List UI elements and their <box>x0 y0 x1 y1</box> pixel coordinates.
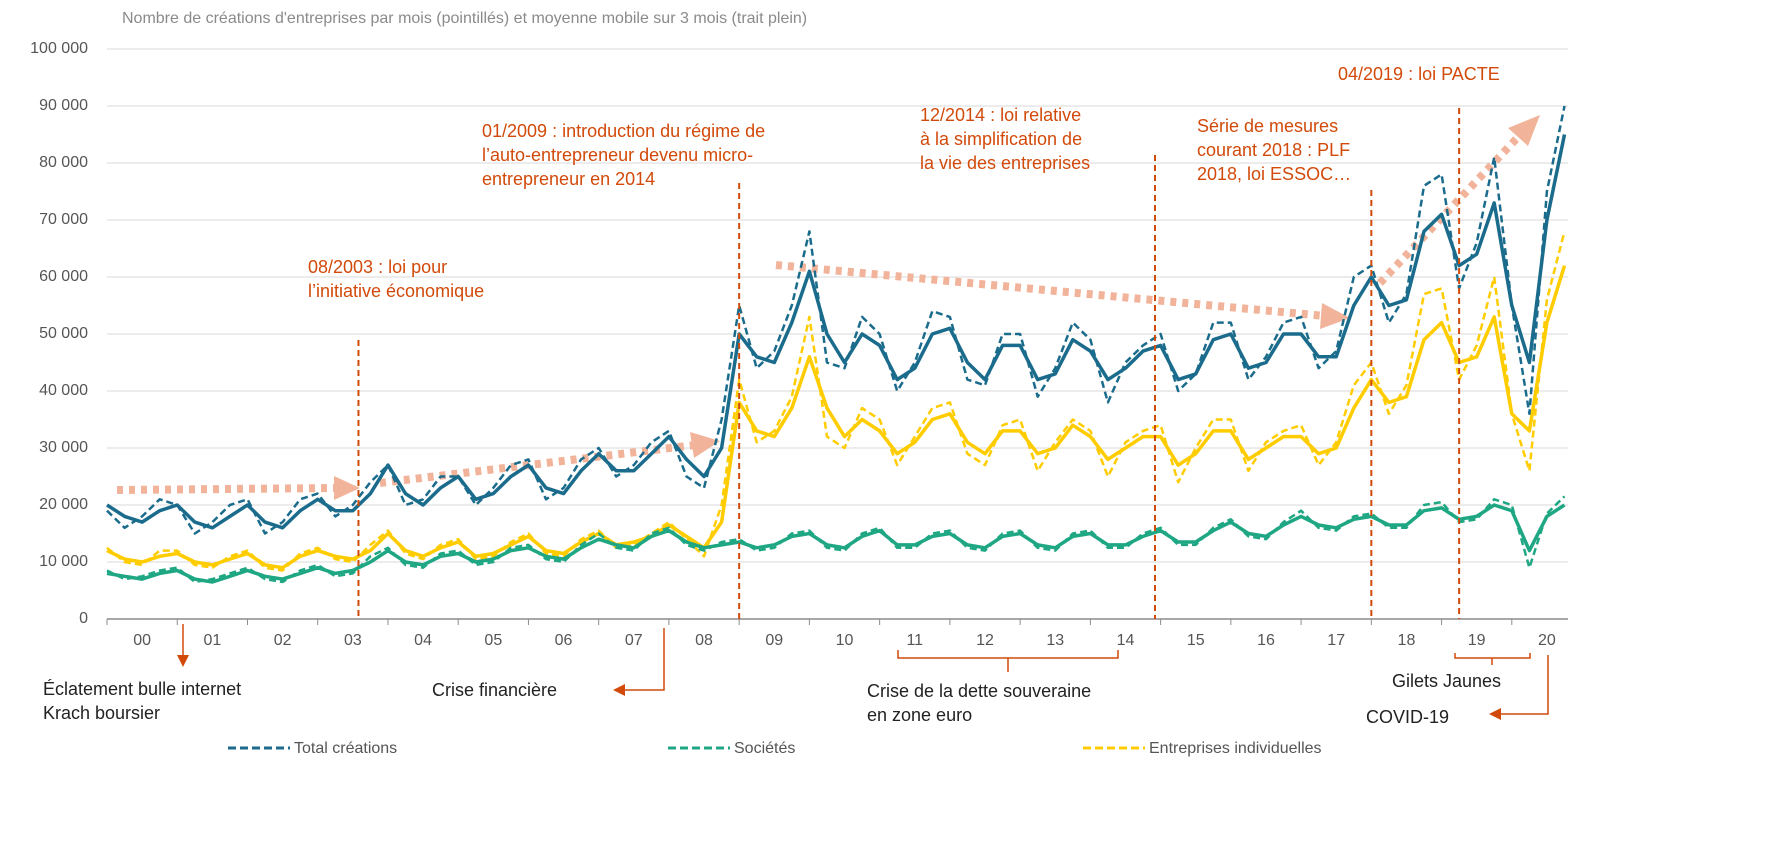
trend-arrows <box>116 115 1540 500</box>
legend-label: Entreprises individuelles <box>1149 740 1322 757</box>
event-label: l’initiative économique <box>308 281 484 301</box>
trend-head <box>1508 115 1540 146</box>
event-label: entrepreneur en 2014 <box>482 169 655 189</box>
grid: 0 10 000 20 000 30 000 40 000 50 000 60 000 70 … <box>30 40 1568 649</box>
x-tick-label: 08 <box>695 632 713 649</box>
x-tick-label: 02 <box>274 632 292 649</box>
x-tick-label: 11 <box>906 632 923 649</box>
series-monthly-line <box>106 105 1566 535</box>
bracket <box>1454 653 1531 665</box>
x-tick-label: 14 <box>1117 632 1135 649</box>
event-label: l’auto-entrepreneur devenu micro- <box>482 145 753 165</box>
x-tick-label: 12 <box>976 632 994 649</box>
trend-head <box>1320 303 1350 329</box>
x-tick-label: 09 <box>765 632 783 649</box>
event-label: la vie des entreprises <box>920 153 1090 173</box>
x-tick-label: 15 <box>1187 632 1205 649</box>
event-label: 2018, loi ESSOC… <box>1197 164 1351 184</box>
trend-line <box>775 261 1326 320</box>
period-label: Krach boursier <box>43 703 160 723</box>
y-tick-label: 10 000 <box>39 553 88 570</box>
x-tick-label: 03 <box>344 632 362 649</box>
y-tick-label: 20 000 <box>39 496 88 513</box>
y-tick-label: 40 000 <box>39 382 88 399</box>
event-label: 12/2014 : loi relative <box>920 105 1081 125</box>
x-tick-label: 19 <box>1468 632 1486 649</box>
series <box>106 105 1567 584</box>
x-tick-label: 10 <box>836 632 854 649</box>
x-tick-label: 16 <box>1257 632 1275 649</box>
period-label: Crise de la dette souveraine <box>867 681 1091 701</box>
arrow <box>613 628 665 696</box>
period-label: en zone euro <box>867 705 972 725</box>
y-tick-label: 0 <box>79 610 88 627</box>
y-tick-label: 90 000 <box>39 97 88 114</box>
trend-line <box>1377 132 1523 286</box>
series-monthly-line <box>106 231 1566 572</box>
y-tick-label: 70 000 <box>39 211 88 228</box>
event-label: 01/2009 : introduction du régime de <box>482 121 765 141</box>
series-average-line <box>106 134 1567 530</box>
x-tick-label: 18 <box>1398 632 1416 649</box>
legend-label: Total créations <box>294 740 397 757</box>
x-tick-label: 04 <box>414 632 432 649</box>
trend-head <box>690 432 720 458</box>
x-tick-label: 13 <box>1046 632 1064 649</box>
events: 08/2003 : loi pour l’initiative économiqu… <box>308 64 1500 619</box>
y-tick-label: 60 000 <box>39 268 88 285</box>
x-tick-label: 05 <box>484 632 502 649</box>
period-label: Crise financière <box>432 680 557 700</box>
period-label: Éclatement bulle internet <box>43 679 241 699</box>
y-tick-label: 30 000 <box>39 439 88 456</box>
event-label: 04/2019 : loi PACTE <box>1338 64 1500 84</box>
y-tick-label: 50 000 <box>39 325 88 342</box>
x-tick-label: 00 <box>133 632 151 649</box>
legend: Total créations Sociétés Entreprises indiv… <box>228 740 1322 757</box>
period-label: COVID-19 <box>1366 707 1449 727</box>
chart-title: Nombre de créations d'entreprises par mo… <box>122 10 807 27</box>
period-annotations <box>177 624 1549 720</box>
x-tick-label: 20 <box>1538 632 1556 649</box>
event-label: 08/2003 : loi pour <box>308 257 447 277</box>
trend-line <box>116 484 339 494</box>
event-label: courant 2018 : PLF <box>1197 140 1350 160</box>
bracket <box>897 650 1119 672</box>
series-monthly-line <box>106 495 1566 584</box>
event-label: Série de mesures <box>1197 116 1338 136</box>
event-label: à la simplification de <box>920 129 1082 149</box>
series-average-line <box>106 503 1566 584</box>
x-tick-label: 17 <box>1327 632 1345 649</box>
arrow <box>1489 655 1549 720</box>
x-tick-label: 07 <box>625 632 643 649</box>
x-tick-label: 06 <box>555 632 573 649</box>
legend-label: Sociétés <box>734 740 795 757</box>
series-average-line <box>106 265 1567 570</box>
trend-line <box>379 441 696 487</box>
y-tick-label: 80 000 <box>39 154 88 171</box>
y-tick-label: 100 000 <box>30 40 88 57</box>
x-tick-label: 01 <box>203 632 221 649</box>
period-label: Gilets Jaunes <box>1392 671 1501 691</box>
trend-head <box>334 476 360 500</box>
